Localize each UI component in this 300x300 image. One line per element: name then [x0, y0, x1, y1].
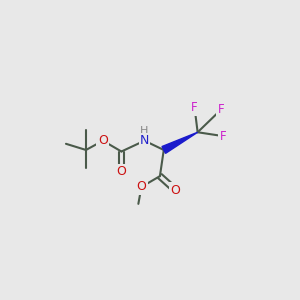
Text: F: F: [220, 130, 226, 142]
Text: O: O: [136, 180, 146, 194]
Text: N: N: [140, 134, 149, 147]
Text: O: O: [98, 134, 108, 147]
Polygon shape: [162, 132, 198, 153]
Text: F: F: [191, 101, 198, 114]
Text: O: O: [170, 184, 180, 196]
Text: O: O: [116, 165, 126, 178]
Text: H: H: [140, 127, 149, 136]
Text: F: F: [218, 103, 224, 116]
